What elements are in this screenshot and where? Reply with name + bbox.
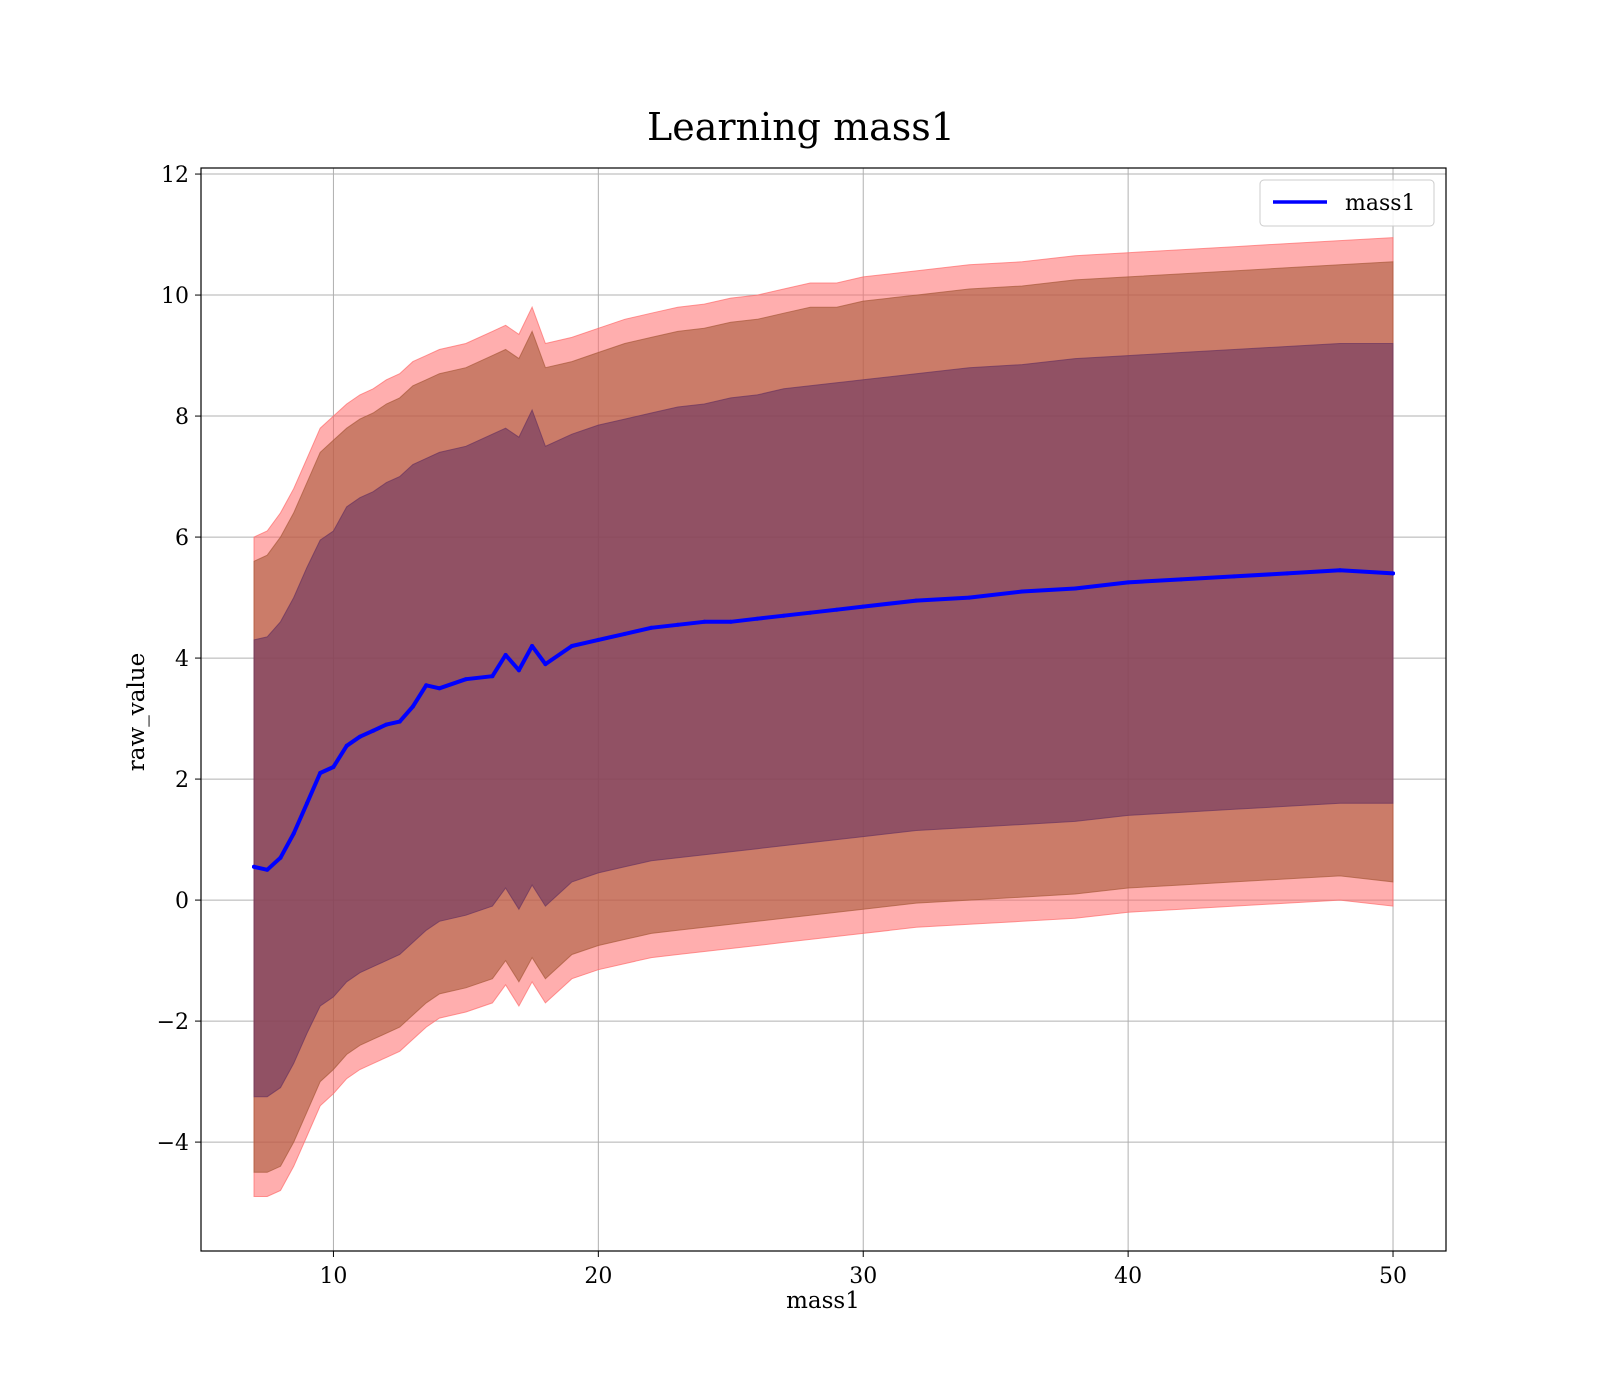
x-tick-label: 50 xyxy=(1379,1264,1407,1289)
data-point xyxy=(424,683,429,688)
data-point xyxy=(1126,580,1131,585)
data-point xyxy=(702,619,707,624)
data-point xyxy=(781,613,786,618)
data-point xyxy=(728,619,733,624)
y-tick-label: −4 xyxy=(157,1131,189,1156)
data-point xyxy=(1285,571,1290,576)
data-point xyxy=(278,855,283,860)
data-point xyxy=(649,625,654,630)
data-point xyxy=(675,622,680,627)
data-point xyxy=(463,677,468,682)
data-point xyxy=(265,867,270,872)
x-tick-label: 40 xyxy=(1114,1264,1142,1289)
y-axis-label: raw_value xyxy=(124,653,150,771)
data-point xyxy=(397,719,402,724)
x-ticks: 10 20 30 40 50 xyxy=(319,1251,1407,1289)
data-point xyxy=(344,743,349,748)
y-tick-label: 12 xyxy=(161,163,189,188)
y-tick-label: −2 xyxy=(157,1010,189,1035)
data-point xyxy=(1020,589,1025,594)
y-tick-label: 4 xyxy=(175,647,189,672)
bands xyxy=(253,237,1394,1197)
data-point xyxy=(384,722,389,727)
data-point xyxy=(318,771,323,775)
x-tick-label: 20 xyxy=(584,1264,612,1289)
data-point xyxy=(490,674,495,679)
x-tick-label: 30 xyxy=(849,1264,877,1289)
data-point xyxy=(808,610,813,615)
data-point xyxy=(371,728,376,733)
plot-frame xyxy=(200,167,1447,1252)
y-tick-label: 2 xyxy=(175,768,189,793)
legend: mass1 xyxy=(1259,179,1435,227)
data-point xyxy=(357,734,362,739)
data-point xyxy=(834,607,839,612)
data-point xyxy=(967,595,972,600)
data-point xyxy=(755,616,760,621)
confidence-band-3 xyxy=(253,343,1394,1098)
data-point xyxy=(1391,571,1395,576)
data-point xyxy=(437,686,442,691)
y-tick-label: 10 xyxy=(161,284,189,309)
x-axis-label: mass1 xyxy=(786,1288,860,1314)
data-point xyxy=(291,831,296,836)
chart-title: Learning mass1 xyxy=(647,105,955,149)
data-point xyxy=(530,644,535,648)
y-tick-label: 6 xyxy=(175,526,189,551)
data-point xyxy=(1179,577,1184,582)
y-tick-label: 0 xyxy=(175,889,189,914)
data-point xyxy=(569,644,574,648)
data-point xyxy=(1073,586,1078,591)
data-point xyxy=(305,801,309,806)
data-point xyxy=(331,765,336,769)
data-point xyxy=(1338,568,1342,573)
data-point xyxy=(410,704,415,709)
data-point xyxy=(914,598,919,603)
data-point xyxy=(1232,574,1237,579)
data-point xyxy=(861,604,866,609)
data-point xyxy=(543,662,548,667)
data-point xyxy=(516,668,521,673)
data-point xyxy=(503,653,508,657)
data-point xyxy=(252,864,256,869)
y-tick-label: 8 xyxy=(175,405,189,430)
lines xyxy=(252,568,1395,872)
legend-label-mass1: mass1 xyxy=(1345,191,1416,216)
data-point xyxy=(622,631,627,636)
legend-box xyxy=(1259,179,1435,227)
y-ticks: −4 −2 0 2 4 6 8 10 12 xyxy=(157,163,201,1156)
data-point xyxy=(596,637,601,642)
x-tick-label: 10 xyxy=(319,1264,347,1289)
